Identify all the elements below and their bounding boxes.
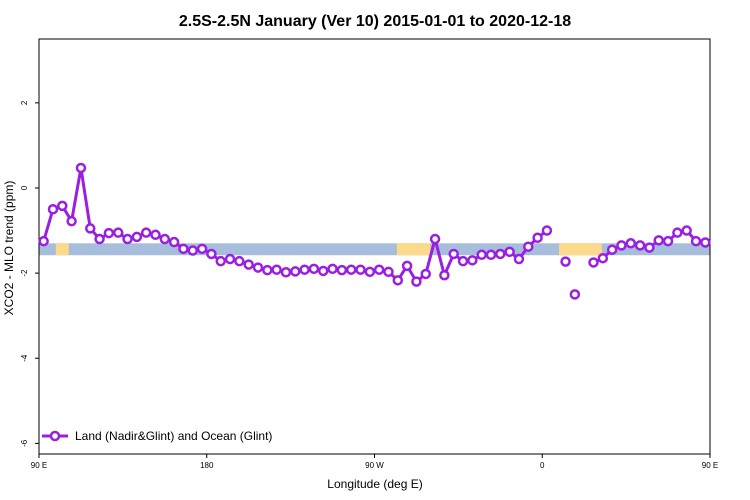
data-point [280,267,292,278]
data-point [215,255,226,267]
data-point [290,266,301,277]
chart-title: 2.5S-2.5N January (Ver 10) 2015-01-01 to… [179,13,571,30]
data-point [625,238,637,249]
y-tick-label: -6 [20,439,29,447]
data-point [681,225,692,236]
legend: Land (Nadir&Glint) and Ocean (Glint) [42,429,272,443]
y-tick-label: 0 [20,185,29,190]
x-tick-label: 0 [540,461,545,470]
data-point [569,289,581,300]
data-point [485,249,497,261]
x-tick-label: 180 [200,461,214,470]
data-point [150,229,161,241]
data-point [532,232,543,244]
y-axis: 2 0 -2 -4 -6 [20,100,39,447]
data-point [616,240,627,251]
data-point [178,243,189,255]
data-point [317,265,329,277]
data-point [336,264,348,276]
data-point [457,255,469,267]
data-point [47,204,59,215]
x-axis-label: Longitude (deg E) [327,477,422,491]
data-point [308,263,320,275]
land-band-segment [396,243,431,256]
data-point [541,225,553,236]
data-point [224,253,236,265]
data-point [364,266,376,278]
data-point [252,262,264,273]
y-tick-label: 2 [20,100,29,105]
data-point [187,245,199,256]
data-point [495,248,506,260]
data-point [634,240,646,251]
data-point [411,276,422,287]
data-point [672,227,683,238]
legend-label: Land (Nadir&Glint) and Ocean (Glint) [75,429,272,443]
data-point [112,227,124,238]
data-point [206,248,217,260]
data-point [94,233,105,245]
surface-band [39,243,710,256]
y-axis-label: XCO2 - MLO trend (ppm) [2,181,16,316]
data-point [429,233,441,245]
data-point [38,235,49,247]
data-point [467,255,478,266]
data-point [262,264,273,276]
data-point [560,256,571,267]
data-point [392,275,404,286]
data-point [448,248,459,260]
data-point [355,264,366,275]
data-point [690,235,702,247]
x-tick-label: 90 W [365,461,384,470]
data-point [131,231,143,243]
data-point [57,200,68,212]
data-point [597,252,609,264]
data-point [504,246,515,258]
data-point [662,235,674,247]
data-point [85,223,96,234]
data-point [345,264,357,275]
data-point [513,253,525,265]
data-point [122,233,133,245]
land-band-segment [55,243,69,256]
y-tick-label: -2 [20,269,29,277]
data-point [439,269,450,281]
data-point [234,255,245,267]
data-point [140,227,152,238]
data-point [606,244,618,255]
data-point [103,227,115,239]
land-band-segment [559,243,602,256]
data-point [66,215,77,227]
data-point [401,260,413,272]
x-tick-label: 90 E [702,461,718,470]
data-point [299,264,310,275]
data-point [653,235,664,246]
data-point [243,259,254,270]
data-point [420,268,432,280]
ocean-band [39,243,710,256]
data-point [159,233,171,245]
data-point [196,243,208,255]
data-point [588,257,599,268]
legend-marker-swatch [49,430,61,442]
y-tick-label: -4 [20,354,29,362]
series-layer [38,162,711,300]
data-point [523,241,534,252]
data-point [168,236,180,248]
x-axis: 90 E 180 90 W 0 90 E [31,454,718,470]
data-point [327,263,338,275]
data-point [75,162,87,174]
data-point [476,249,487,261]
data-point [373,264,385,275]
data-point [383,266,394,278]
x-tick-label: 90 E [31,461,47,470]
data-point [644,242,655,253]
data-point [700,237,711,248]
data-point [271,264,282,275]
